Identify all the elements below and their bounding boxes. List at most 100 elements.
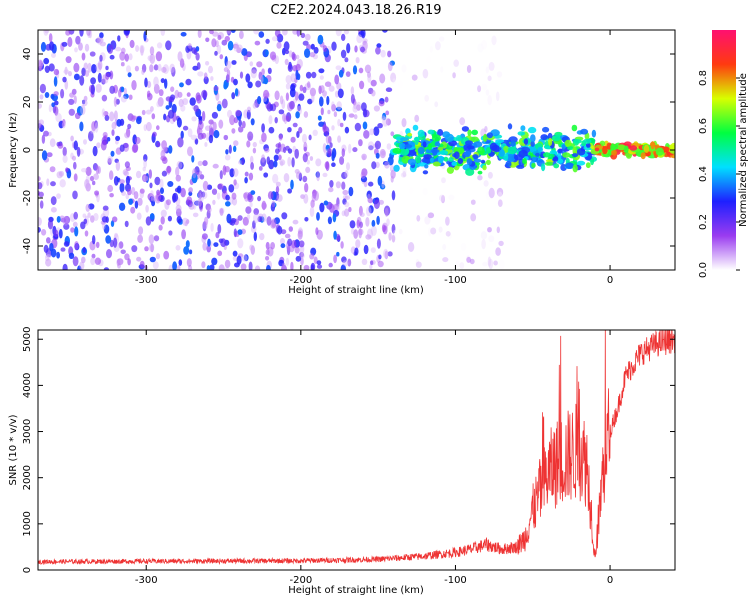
colorbar-tick-label: 0.0 [698,262,709,278]
heatmap-cell [114,232,119,238]
heatmap-cell [296,73,301,81]
heatmap-cell [360,46,365,53]
heatmap-cell [124,53,129,62]
heatmap-cell [224,259,231,269]
heatmap-cell [275,181,281,187]
heatmap-cell [371,219,376,228]
heatmap-cell [160,150,166,159]
heatmap-cell [98,60,103,70]
heatmap-cell [105,235,112,244]
heatmap-cell [208,65,213,74]
heatmap-cell [257,216,263,223]
heatmap-cell [572,146,577,155]
heatmap-cell [188,187,194,193]
heatmap-cell [111,129,115,137]
heatmap-cell [48,63,55,72]
heatmap-cell [120,61,125,67]
heatmap-cell [121,191,126,196]
heatmap-cell [371,89,376,97]
heatmap-cell [94,190,100,196]
heatmap-cell [354,45,358,53]
heatmap-cell [424,216,431,225]
heatmap-cell [373,105,380,112]
heatmap-cell [473,141,483,148]
heatmap-cell [260,75,264,84]
heatmap-cell [328,187,334,193]
heatmap-cell [84,230,89,237]
heatmap-cell [255,80,262,88]
heatmap-cell [131,144,138,153]
heatmap-cell [271,36,278,42]
heatmap-cell [63,241,70,247]
heatmap-cell [91,63,97,74]
heatmap-cell [266,264,271,270]
heatmap-cell [274,30,281,37]
heatmap-cell [522,158,527,165]
heatmap-cell [95,38,101,43]
heatmap-cell [111,121,117,130]
heatmap-cell [359,221,363,229]
heatmap-cell [152,261,159,270]
heatmap-cell [184,221,188,227]
heatmap-cell [250,245,255,255]
heatmap-cell [334,74,340,85]
heatmap-cell [261,213,267,223]
heatmap-cell [487,171,493,179]
heatmap-cell [377,175,383,186]
heatmap-cell [85,166,92,176]
heatmap-cell [342,260,349,267]
heatmap-cell [44,30,50,34]
heatmap-cell [151,199,156,207]
heatmap-cell [417,129,425,137]
heatmap-cell [367,197,373,204]
heatmap-cell [102,205,109,211]
heatmap-cell [126,65,131,73]
heatmap-cell [408,149,417,156]
heatmap-cell [39,200,44,209]
heatmap-cell [541,163,546,172]
heatmap-cell [100,140,107,151]
heatmap-cell [229,168,235,178]
heatmap-cell [547,132,553,141]
heatmap-cell [218,119,224,129]
heatmap-cell [332,213,337,223]
heatmap-cell [109,239,114,248]
heatmap-cell [322,123,327,133]
heatmap-cell [341,171,348,180]
colorbar-tick-label: 0.6 [698,118,709,134]
heatmap-cell [56,171,63,179]
heatmap-cell [249,244,254,251]
heatmap-cell [107,184,114,193]
heatmap-cell [344,57,349,63]
heatmap-cell [305,71,312,79]
heatmap-cell [294,91,299,101]
heatmap-cell [192,168,197,179]
heatmap-cell [211,38,217,48]
heatmap-cell [202,242,207,251]
heatmap-cell [225,149,229,155]
x-tick-label: -200 [289,575,312,586]
heatmap-cell [263,89,270,99]
heatmap-cell [389,165,395,172]
heatmap-cell [392,78,396,84]
heatmap-cell [123,93,129,100]
heatmap-cell [196,94,202,104]
heatmap-cell [56,193,61,199]
heatmap-cell [302,86,307,94]
y-tick-label: 0 [22,147,33,153]
heatmap-cell [261,154,266,163]
heatmap-cell [210,222,214,232]
heatmap-cell [340,241,344,249]
heatmap-cell [279,95,284,105]
heatmap-cell [384,207,389,217]
heatmap-cell [83,139,87,145]
heatmap-cell [241,157,245,166]
heatmap-cell [218,264,225,270]
heatmap-cell [327,216,332,225]
heatmap-cell [517,131,526,136]
heatmap-cell [313,46,319,54]
heatmap-cell [137,234,144,243]
heatmap-cell [477,85,482,93]
heatmap-cell [544,161,554,166]
